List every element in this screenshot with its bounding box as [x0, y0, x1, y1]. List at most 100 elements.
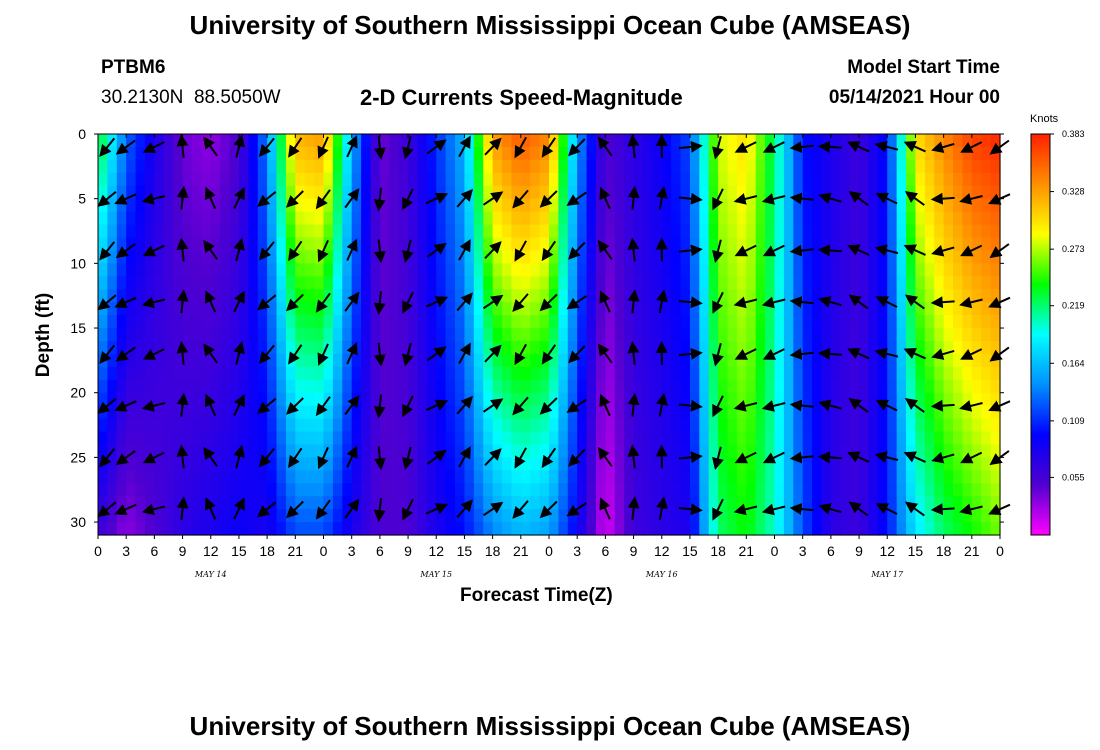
heatmap-cell	[567, 431, 578, 446]
heatmap-cell	[821, 405, 832, 420]
heatmap-cell	[868, 146, 879, 161]
heatmap-cell	[483, 302, 494, 316]
heatmap-cell	[511, 263, 522, 277]
heatmap-cell	[586, 276, 597, 290]
heatmap-cell	[821, 418, 832, 433]
heatmap-cell	[332, 289, 343, 303]
heatmap-cell	[248, 470, 259, 484]
heatmap-cell	[887, 470, 898, 484]
heatmap-cell	[793, 353, 804, 368]
current-vector	[425, 296, 449, 308]
heatmap-cell	[793, 366, 804, 381]
heatmap-cell	[502, 470, 513, 484]
heatmap-cell	[426, 353, 437, 368]
heatmap-cell	[896, 134, 907, 148]
heatmap-cell	[332, 276, 343, 290]
heatmap-cell	[595, 224, 606, 239]
current-vector	[789, 348, 814, 361]
current-vector	[566, 191, 587, 206]
heatmap-cell	[642, 198, 653, 213]
heatmap-cell	[689, 353, 700, 368]
heatmap-cell	[210, 289, 221, 303]
heatmap-cell	[248, 431, 259, 446]
heatmap-cell	[191, 211, 202, 226]
heatmap-cell	[577, 224, 588, 239]
x-tick-label: 9	[404, 543, 412, 559]
heatmap-cell	[417, 379, 428, 394]
heatmap-cell	[473, 172, 484, 187]
heatmap-cell	[896, 146, 907, 161]
heatmap-cell	[220, 340, 231, 355]
current-vector	[426, 346, 447, 362]
heatmap-cell	[295, 211, 306, 226]
heatmap-cell	[605, 211, 616, 226]
heatmap-cell	[934, 250, 945, 264]
heatmap-cell	[699, 470, 710, 484]
heatmap-cell	[727, 522, 738, 536]
current-vector	[401, 136, 414, 160]
heatmap-cell	[361, 185, 372, 200]
heatmap-cell	[163, 198, 174, 213]
heatmap-cell	[126, 263, 137, 277]
heatmap-cell	[238, 263, 249, 277]
heatmap-cell	[370, 276, 381, 290]
heatmap-cell	[802, 405, 813, 420]
heatmap-cell	[417, 405, 428, 420]
heatmap-cell	[877, 315, 888, 329]
heatmap-cell	[332, 418, 343, 433]
heatmap-cell	[736, 134, 747, 148]
heatmap-cell	[191, 379, 202, 394]
heatmap-cell	[530, 172, 541, 187]
heatmap-cell	[746, 224, 757, 239]
heatmap-cell	[924, 315, 935, 329]
current-vector	[257, 191, 277, 207]
x-tick-label: 0	[996, 543, 1004, 559]
heatmap-cell	[746, 315, 757, 329]
heatmap-cell	[840, 185, 851, 200]
heatmap-cell	[163, 431, 174, 446]
heatmap-cell	[605, 392, 616, 407]
heatmap-cell	[577, 470, 588, 484]
heatmap-cell	[812, 211, 823, 226]
heatmap-cell	[849, 483, 860, 497]
heatmap-cell	[342, 263, 353, 277]
heatmap-cell	[276, 276, 287, 290]
heatmap-cell	[877, 444, 888, 458]
heatmap-cell	[182, 353, 193, 368]
heatmap-cell	[332, 224, 343, 239]
heatmap-cell	[314, 470, 325, 484]
heatmap-cell	[332, 379, 343, 394]
heatmap-cell	[567, 522, 578, 536]
heatmap-cell	[163, 276, 174, 290]
heatmap-cell	[379, 224, 390, 239]
heatmap-cell	[577, 211, 588, 226]
heatmap-cell	[144, 418, 155, 433]
heatmap-cell	[689, 444, 700, 458]
heatmap-cell	[445, 302, 456, 316]
heatmap-cell	[849, 146, 860, 161]
heatmap-cell	[614, 198, 625, 213]
heatmap-cell	[605, 185, 616, 200]
heatmap-cell	[248, 263, 259, 277]
current-vector	[258, 344, 275, 365]
heatmap-cell	[577, 418, 588, 433]
current-vector	[373, 135, 386, 160]
heatmap-cell	[652, 289, 663, 303]
heatmap-cell	[549, 483, 559, 497]
heatmap-cell	[351, 315, 362, 329]
heatmap-cell	[671, 146, 682, 161]
heatmap-cell	[624, 315, 635, 329]
current-vector	[315, 189, 331, 210]
current-vector	[818, 399, 842, 412]
heatmap-cell	[915, 211, 926, 226]
heatmap-cell	[107, 289, 118, 303]
current-vector	[568, 345, 586, 364]
heatmap-cell	[473, 134, 484, 148]
heatmap-cell	[915, 289, 926, 303]
station-id: PTBM6	[101, 57, 166, 78]
heatmap-cell	[614, 146, 625, 161]
heatmap-cell	[934, 198, 945, 213]
heatmap-cell	[821, 340, 832, 355]
heatmap-cell	[812, 134, 823, 148]
heatmap-cell	[351, 211, 362, 226]
